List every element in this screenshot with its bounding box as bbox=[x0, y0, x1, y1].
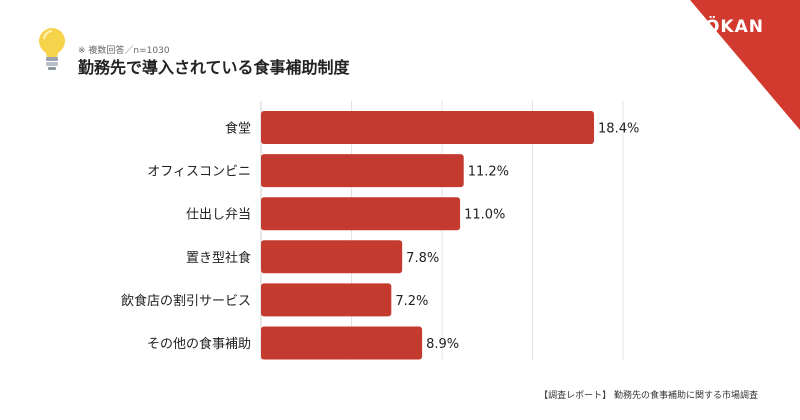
bar-2 bbox=[261, 154, 464, 188]
brand-corner bbox=[690, 0, 800, 130]
okan-logo: ÖKAN bbox=[704, 17, 764, 37]
value-label-1: 18.4% bbox=[598, 122, 639, 137]
bar-3 bbox=[261, 197, 461, 231]
category-label-1: 食堂 bbox=[225, 121, 251, 137]
value-label-3: 11.0% bbox=[464, 208, 505, 223]
lightbulb-icon bbox=[39, 28, 65, 70]
category-label-3: 仕出し弁当 bbox=[186, 208, 251, 223]
bar-1 bbox=[261, 111, 595, 144]
value-label-2: 11.2% bbox=[468, 165, 509, 180]
bar-6 bbox=[261, 326, 423, 360]
value-label-4: 7.8% bbox=[406, 251, 439, 266]
category-label-2: オフィスコンビニ bbox=[147, 165, 251, 180]
value-label-6: 8.9% bbox=[426, 337, 459, 352]
category-label-6: その他の食事補助 bbox=[147, 336, 251, 352]
bar-5 bbox=[261, 283, 392, 317]
value-label-5: 7.2% bbox=[395, 294, 428, 309]
category-label-5: 飲食店の割引サービス bbox=[121, 293, 251, 309]
source-footer: 【調査レポート】 勤務先の食事補助に関する市場調査 bbox=[539, 391, 758, 401]
survey-note: ※ 複数回答／n=1030 bbox=[78, 46, 170, 56]
bar-4 bbox=[261, 240, 403, 274]
chart-title: 勤務先で導入されている食事補助制度 bbox=[78, 58, 350, 77]
bar-chart: 食堂 18.4% オフィスコンビニ 11.2% 仕出し弁当 11.0% 置き型社食 7.8% 飲… bbox=[121, 101, 639, 360]
category-label-4: 置き型社食 bbox=[186, 250, 251, 266]
